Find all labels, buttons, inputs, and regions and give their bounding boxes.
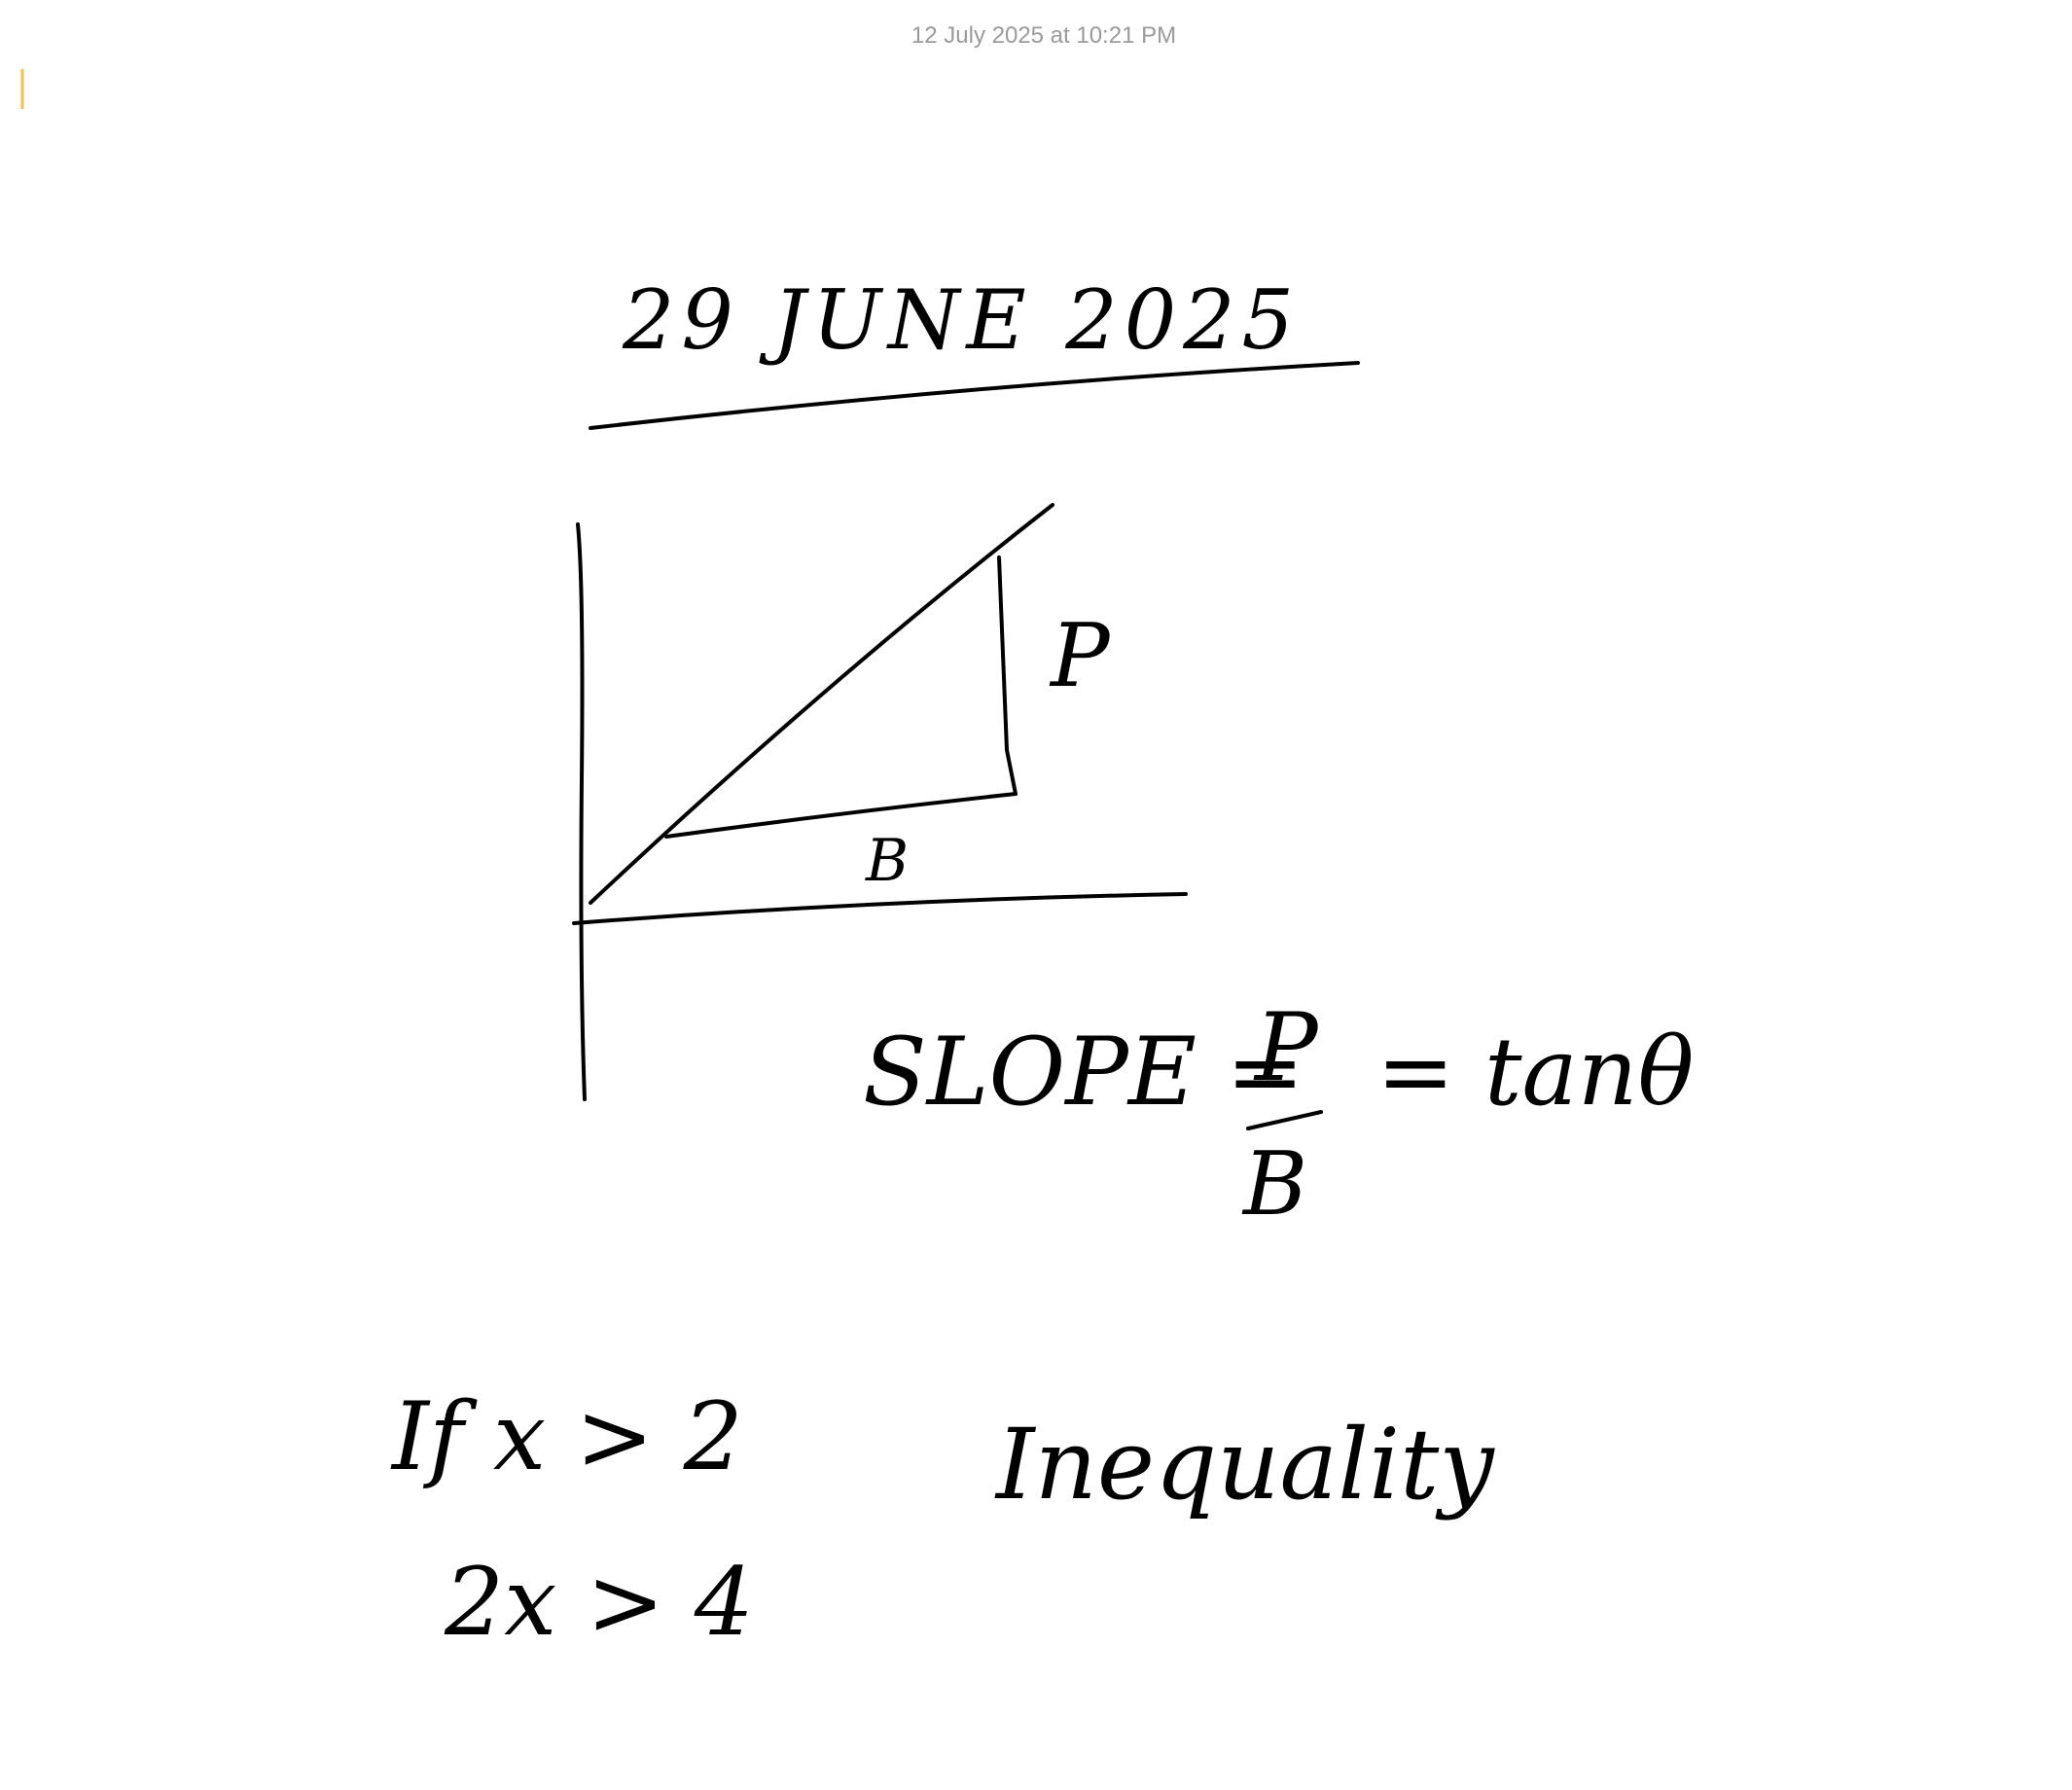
fraction-bar [1246,1110,1323,1130]
slope-formula: SLOPE = P B = tanθ [863,993,1694,1235]
inequality-condition: If x > 2 [390,1382,743,1491]
formula-rhs: = tanθ [1376,1018,1694,1127]
hypotenuse-stroke [589,503,1054,905]
b-label: B [865,827,909,895]
timestamp: 12 July 2025 at 10:21 PM [911,22,1176,49]
p-label: P [1049,605,1111,707]
inequality-notes: If x > 2 2x > 4 Inequality [390,1382,1495,1657]
date-underline [589,361,1360,430]
slope-diagram: P B [572,503,1188,1101]
formula-denominator: B [1241,1133,1307,1235]
x-axis-stroke [572,892,1188,925]
y-axis-stroke [576,522,587,1101]
note-date: 29 JUNE 2025 [622,272,1294,368]
base-stroke [664,792,1018,839]
perpendicular-stroke [997,555,1018,796]
formula-numerator: P [1253,993,1319,1102]
inequality-label: Inequality [994,1408,1495,1522]
inequality-result: 2x > 4 [444,1548,754,1657]
formula-lhs: SLOPE = [863,1018,1304,1127]
